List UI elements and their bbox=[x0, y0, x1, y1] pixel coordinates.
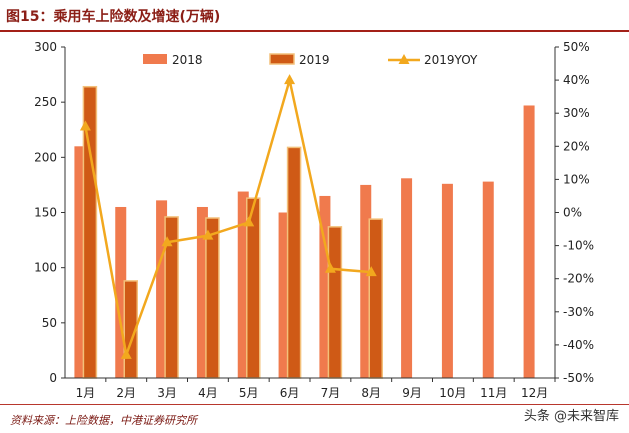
bar-2019 bbox=[327, 226, 343, 379]
bar-2018 bbox=[196, 206, 208, 378]
left-tick-label: 100 bbox=[34, 261, 57, 275]
bar-2018 bbox=[319, 195, 331, 378]
left-tick-label: 250 bbox=[34, 95, 57, 109]
bar-2018 bbox=[523, 105, 535, 378]
right-tick-label: -10% bbox=[563, 239, 594, 253]
chart-svg: 0 50 100 150 200 250 300 -50% -40% -30% -20% -10% 0… bbox=[34, 40, 594, 400]
category-label: 9月 bbox=[402, 386, 422, 400]
right-tick-label: -50% bbox=[563, 371, 594, 385]
right-tick-label: 40% bbox=[563, 73, 590, 87]
bar-series bbox=[74, 85, 535, 379]
bar-2018 bbox=[156, 200, 168, 378]
yoy-marker bbox=[120, 348, 132, 359]
left-tick-label: 50 bbox=[42, 316, 57, 330]
category-label: 11月 bbox=[480, 386, 507, 400]
bar-2018 bbox=[401, 178, 413, 378]
legend-swatch-2018 bbox=[143, 54, 167, 64]
watermark-text: 头条 @未来智库 bbox=[523, 409, 619, 424]
category-label: 4月 bbox=[198, 386, 218, 400]
yoy-marker bbox=[243, 216, 255, 227]
category-label: 12月 bbox=[521, 386, 548, 400]
bar-2018 bbox=[360, 184, 372, 378]
yoy-marker bbox=[284, 74, 296, 85]
category-label: 6月 bbox=[280, 386, 300, 400]
yoy-line-series bbox=[79, 74, 377, 360]
right-tick-label: 20% bbox=[563, 139, 590, 153]
bar-2018 bbox=[74, 146, 86, 378]
category-label: 10月 bbox=[439, 386, 466, 400]
legend-marker-yoy bbox=[398, 54, 410, 64]
bottom-rule bbox=[0, 404, 629, 405]
yoy-marker bbox=[161, 236, 173, 247]
bar-2018 bbox=[278, 212, 290, 378]
yoy-marker bbox=[365, 266, 377, 277]
category-label: 1月 bbox=[76, 386, 96, 400]
bar-2018 bbox=[482, 181, 494, 378]
legend-label-2018: 2018 bbox=[172, 53, 203, 67]
right-axis-ticks: -50% -40% -30% -20% -10% 0% 10% 20% 30% 40% 50% bbox=[555, 40, 594, 385]
right-tick-label: 10% bbox=[563, 172, 590, 186]
category-label: 5月 bbox=[239, 386, 259, 400]
right-tick-label: -40% bbox=[563, 338, 594, 352]
right-tick-label: 50% bbox=[563, 40, 590, 54]
category-label: 3月 bbox=[157, 386, 177, 400]
left-tick-label: 0 bbox=[49, 371, 57, 385]
bar-2018 bbox=[115, 206, 127, 378]
yoy-marker bbox=[324, 262, 336, 273]
left-tick-label: 200 bbox=[34, 150, 57, 164]
bar-2019 bbox=[368, 218, 383, 379]
left-tick-label: 300 bbox=[34, 40, 57, 54]
left-tick-label: 150 bbox=[34, 206, 57, 220]
axes bbox=[64, 47, 556, 379]
bar-2018 bbox=[237, 191, 249, 378]
yoy-marker bbox=[202, 229, 214, 240]
legend-label-2019: 2019 bbox=[299, 53, 330, 67]
bar-2018 bbox=[441, 183, 453, 378]
legend: 2018 2019 2019YOY bbox=[143, 53, 478, 67]
yoy-line bbox=[84, 79, 372, 360]
right-tick-label: 0% bbox=[563, 206, 582, 220]
right-tick-label: -20% bbox=[563, 272, 594, 286]
category-label: 7月 bbox=[321, 386, 341, 400]
bar-2019 bbox=[205, 217, 220, 379]
category-label: 8月 bbox=[361, 386, 381, 400]
figure-title: 图15：乘用车上险数及增速(万辆) bbox=[6, 9, 221, 25]
category-labels: 1月 2月 3月 4月 5月 6月 7月 8月 9月 10月 11月 12月 bbox=[76, 378, 556, 400]
chart-container: 0 50 100 150 200 250 300 -50% -40% -30% -20% -10% 0… bbox=[0, 32, 629, 402]
left-axis-ticks: 0 50 100 150 200 250 300 bbox=[34, 40, 65, 385]
right-tick-label: -30% bbox=[563, 305, 594, 319]
bar-2019 bbox=[286, 146, 302, 379]
title-rule bbox=[0, 30, 629, 32]
legend-label-yoy: 2019YOY bbox=[424, 53, 478, 67]
yoy-marker bbox=[79, 120, 91, 131]
category-label: 2月 bbox=[116, 386, 136, 400]
right-tick-label: 30% bbox=[563, 106, 590, 120]
legend-swatch-2019 bbox=[269, 53, 295, 65]
source-note: 资料来源：上险数据，中港证券研究所 bbox=[10, 414, 197, 427]
